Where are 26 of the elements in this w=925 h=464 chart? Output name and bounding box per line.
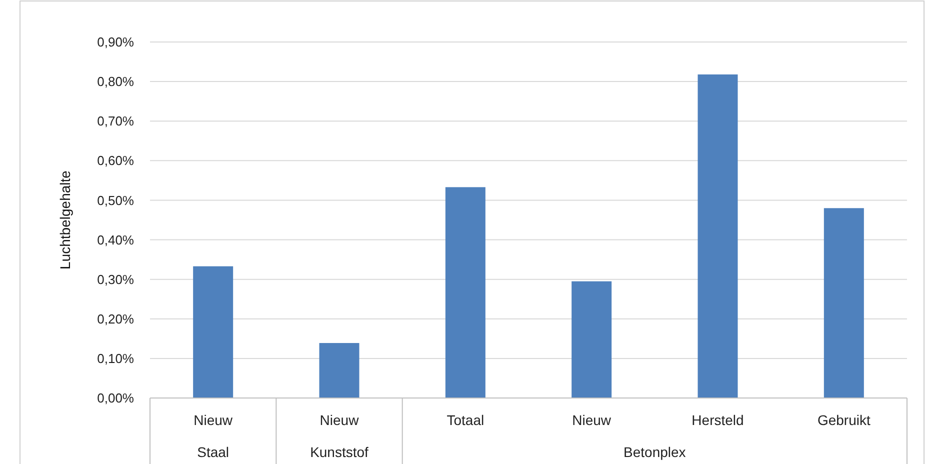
x-tick-label: Nieuw xyxy=(572,412,612,428)
text: Staal xyxy=(197,444,230,460)
bar xyxy=(572,281,612,398)
x-tick-label: Hersteld xyxy=(692,412,744,428)
y-tick-label: 0,00% xyxy=(97,390,134,406)
x-tick-label: Nieuw xyxy=(320,412,360,428)
y-tick-label: 0,30% xyxy=(97,272,134,287)
y-tick-label: 0,50% xyxy=(97,192,134,208)
y-tick-label: 0,10% xyxy=(97,350,134,366)
x-tick-label: Totaal xyxy=(446,412,484,428)
y-axis-title: Luchtbelgehalte xyxy=(57,170,73,270)
y-tick-label: 0,40% xyxy=(97,232,134,248)
bar xyxy=(319,343,360,398)
bar xyxy=(824,208,864,398)
y-tick-label: 0,60% xyxy=(97,153,134,168)
y-tick-label: 0,90% xyxy=(97,34,134,50)
bar xyxy=(193,266,234,398)
y-tick-label: 0,70% xyxy=(97,114,134,129)
text: Kunststof xyxy=(310,444,369,460)
bar xyxy=(698,74,738,398)
x-tick-label: Gebruikt xyxy=(817,412,870,428)
y-tick-label: 0,20% xyxy=(97,311,134,326)
bar xyxy=(445,187,486,398)
text: Betonplex xyxy=(624,444,686,460)
x-tick-label: Nieuw xyxy=(194,412,234,428)
y-tick-label: 0,80% xyxy=(97,74,134,90)
